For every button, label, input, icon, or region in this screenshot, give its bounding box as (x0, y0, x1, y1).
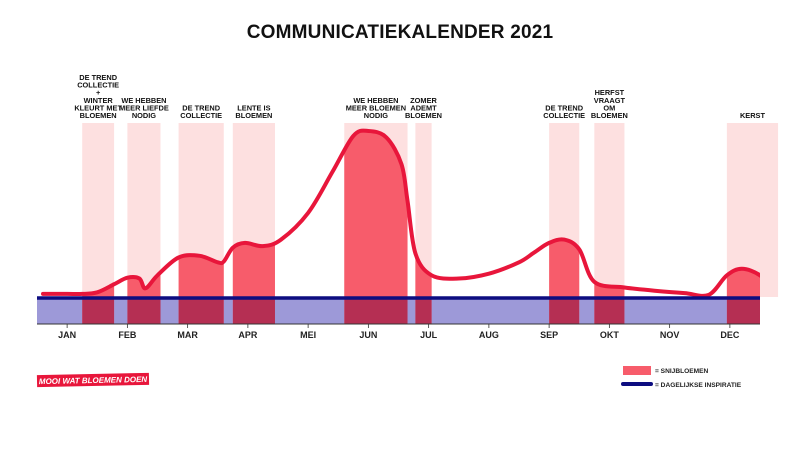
snijbloemen-fill-group-7 (549, 239, 580, 324)
month-label-okt: OKT (600, 330, 620, 340)
campaign-label-1-line-5: KLEURT MET (74, 103, 122, 112)
snijbloemen-overlap-6 (415, 298, 432, 324)
snijbloemen-overlap-1 (82, 298, 115, 324)
month-label-sep: SEP (540, 330, 558, 340)
month-label-jul: JUL (420, 330, 438, 340)
month-label-apr: APR (238, 330, 258, 340)
campaign-label-6-line-1: ZOMER (410, 96, 437, 105)
campaign-label-8-line-4: BLOEMEN (591, 111, 628, 120)
campaign-label-8-line-1: HERFST (595, 88, 625, 97)
campaign-band-9 (726, 123, 779, 297)
legend-label-inspiratie: = DAGELIJKSE INSPIRATIE (655, 382, 742, 389)
legend-swatch-snijbloemen (623, 366, 651, 375)
campaign-label-1-line-4: WINTER (84, 96, 114, 105)
snijbloemen-overlap-3 (178, 298, 224, 324)
campaign-label-8-line-2: VRAAGT (594, 96, 626, 105)
month-label-jan: JAN (58, 330, 76, 340)
campaign-label-1-line-6: BLOEMEN (80, 111, 117, 120)
month-axis: JAN FEB MAR APR MEI JUN JUL AUG SEP OKT NOV DEC (37, 323, 760, 340)
campaign-label-4-line-1: LENTE IS (237, 103, 270, 112)
campaign-label-6-line-2: ADEMT (410, 103, 437, 112)
campaign-label-7-line-2: COLLECTIE (543, 111, 585, 120)
month-label-feb: FEB (118, 330, 137, 340)
snijbloemen-overlap-4 (232, 298, 275, 324)
brand-logo-badge (36, 372, 150, 388)
campaign-label-9-line-1: KERST (740, 111, 766, 120)
snijbloemen-fill-group-3 (178, 255, 224, 324)
campaign-label-2-line-3: NODIG (132, 111, 156, 120)
campaign-label-8-line-3: OM (603, 103, 615, 112)
campaign-label-7-line-1: DE TREND (545, 103, 583, 112)
campaign-band-8 (594, 123, 625, 297)
campaign-band-1 (82, 123, 115, 297)
month-label-nov: NOV (660, 330, 680, 340)
snijbloemen-fill-5 (344, 130, 408, 324)
legend: = SNIJBLOEMEN = DAGELIJKSE INSPIRATIE (621, 366, 742, 389)
snijbloemen-fill-group-6 (415, 253, 432, 324)
snijbloemen-overlap-8 (594, 298, 625, 324)
snijbloemen-overlap-5 (344, 298, 408, 324)
campaign-label-5-line-1: WE HEBBEN (353, 96, 398, 105)
snijbloemen-overlap-7 (549, 298, 580, 324)
chart-title: COMMUNICATIEKALENDER 2021 (247, 22, 554, 43)
campaign-label-1-line-2: COLLECTIE (77, 81, 119, 90)
brand-logo-text: MOOI WAT BLOEMEN DOEN (39, 375, 148, 386)
campaign-label-2-line-1: WE HEBBEN (121, 96, 166, 105)
campaign-label-2-line-2: MEER LIEFDE (119, 103, 169, 112)
legend-label-snijbloemen: = SNIJBLOEMEN (655, 368, 709, 375)
campaign-band-2 (127, 123, 161, 297)
campaign-band-6 (415, 123, 432, 297)
snijbloemen-fill-group-8 (594, 281, 625, 324)
snijbloemen-curve-layer (41, 128, 760, 298)
brand-logo: MOOI WAT BLOEMEN DOEN (36, 372, 150, 388)
campaign-label-4-line-2: BLOEMEN (235, 111, 272, 120)
month-label-mei: MEI (300, 330, 316, 340)
month-label-aug: AUG (479, 330, 499, 340)
month-label-dec: DEC (720, 330, 740, 340)
campaign-label-6-line-3: BLOEMEN (405, 111, 442, 120)
month-label-jun: JUN (359, 330, 377, 340)
campaign-label-5-line-3: NODIG (364, 111, 388, 120)
snijbloemen-overlap-9 (726, 298, 760, 324)
snijbloemen-fill-group-4 (232, 242, 275, 324)
campaign-label-3-line-2: COLLECTIE (180, 111, 222, 120)
campaign-label-3-line-1: DE TREND (182, 103, 220, 112)
campaign-label-1-line-1: DE TREND (79, 73, 117, 82)
snijbloemen-fill-group-5 (344, 130, 408, 324)
campaign-label-1-line-3: + (96, 88, 101, 97)
snijbloemen-curve-group (41, 128, 760, 298)
month-label-mar: MAR (177, 330, 198, 340)
snijbloemen-curve (41, 128, 760, 298)
campaign-label-5-line-2: MEER BLOEMEN (346, 103, 406, 112)
snijbloemen-overlap-2 (127, 298, 161, 324)
